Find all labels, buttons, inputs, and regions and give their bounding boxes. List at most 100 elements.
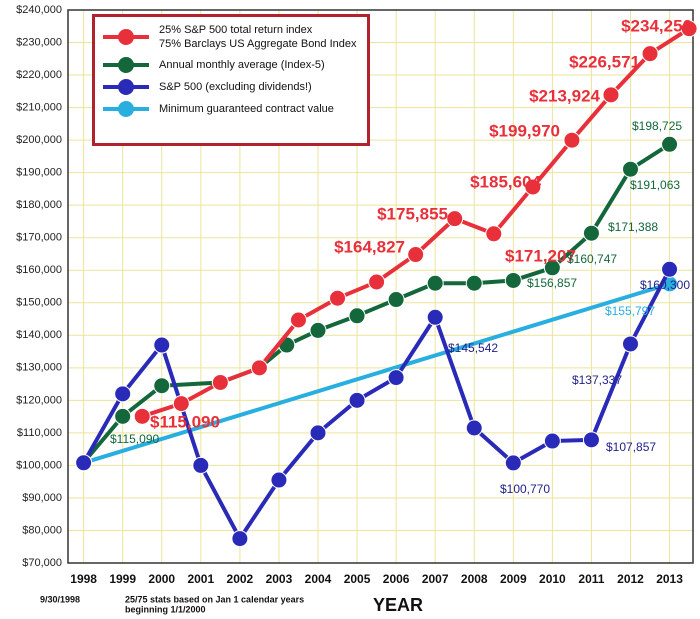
data-point [563,131,581,149]
data-point [270,471,288,489]
data-label: $164,827 [334,237,405,256]
data-point [622,160,639,178]
legend-symbol [103,101,149,117]
data-point [192,456,210,474]
y-tick-label: $120,000 [16,394,62,406]
data-label: $137,337 [572,373,622,387]
x-tick-label: 2011 [578,572,604,586]
x-tick-label: 2008 [461,572,488,586]
data-label: $175,855 [377,204,448,223]
data-point [485,225,503,243]
data-label: $171,207 [505,246,576,265]
x-tick-label: 2006 [383,572,410,586]
annotation: beginning 1/1/2000 [125,604,206,614]
data-label: $115,090 [150,412,220,431]
data-point [680,20,698,38]
data-point [153,377,171,395]
legend-label: Annual monthly average (Index-5) [159,59,325,71]
legend-entry: 25% S&P 500 total return index 75% Barcl… [103,23,359,51]
x-tick-label: 1998 [70,572,97,586]
data-label: $198,725 [632,119,682,133]
data-point [172,395,190,413]
x-tick-label: 2012 [617,572,644,586]
y-tick-label: $220,000 [16,69,62,81]
data-point [407,246,425,264]
data-point [250,359,268,377]
annotation: 25/75 stats based on Jan 1 calendar year… [125,594,304,604]
data-point [329,289,347,307]
data-point [309,424,327,442]
y-tick-label: $70,000 [22,557,62,569]
y-tick-label: $140,000 [16,329,62,341]
data-label: $100,770 [500,482,550,496]
x-tick-label: 2010 [539,572,566,586]
x-tick-label: 1999 [109,572,136,586]
data-point [543,259,561,277]
data-point [426,308,444,326]
data-point [231,530,249,548]
data-point [387,291,405,309]
y-tick-label: $230,000 [16,36,62,48]
data-point [641,45,659,63]
x-axis-label: YEAR [373,595,423,615]
data-point [211,373,229,391]
y-tick-label: $130,000 [16,362,62,374]
y-tick-label: $180,000 [16,199,62,211]
data-point [661,260,679,278]
data-point [465,274,483,292]
y-tick-label: $100,000 [16,459,62,471]
x-tick-label: 2009 [500,572,527,586]
y-tick-label: $150,000 [16,297,62,309]
data-label: $160,747 [567,252,617,266]
data-label: $191,063 [630,178,680,192]
x-tick-label: 2002 [227,572,254,586]
data-point [446,210,464,228]
plot-border [67,9,694,564]
y-tick-label: $160,000 [16,264,62,276]
x-tick-label: 2003 [266,572,293,586]
data-point [309,321,327,339]
data-label: $160,300 [640,278,690,292]
y-tick-label: $190,000 [16,167,62,179]
data-point [348,391,366,409]
data-point [504,271,522,289]
data-label: $199,970 [489,121,560,140]
data-point [465,419,483,437]
series-line [83,281,671,465]
data-point [368,273,386,291]
y-tick-label: $170,000 [16,232,62,244]
data-point [114,407,132,425]
legend-label: 25% S&P 500 total return index 75% Barcl… [159,24,357,50]
data-point [661,135,679,153]
data-point [348,307,366,325]
x-tick-label: 2013 [656,572,683,586]
data-point [114,385,132,403]
data-label: $185,604 [470,172,541,191]
legend-symbol [103,79,149,95]
data-point [289,311,307,329]
legend-label: S&P 500 (excluding dividends!) [159,81,312,93]
data-label: $156,857 [527,276,577,290]
data-label: $155,797 [605,304,655,318]
legend-entry: Annual monthly average (Index-5) [103,57,359,73]
data-point [387,369,405,387]
data-point [582,224,600,242]
y-tick-label: $240,000 [16,4,62,16]
data-point [133,407,151,425]
y-tick-label: $200,000 [16,134,62,146]
data-point [622,335,639,353]
legend-entry: Minimum guaranteed contract value [103,101,359,117]
data-point [602,86,620,104]
data-point [524,178,542,196]
annotation: 9/30/1998 [40,594,80,604]
x-tick-label: 2004 [305,572,332,586]
data-point [582,431,600,449]
x-tick-label: 2007 [422,572,449,586]
y-tick-label: $110,000 [17,427,62,439]
data-point [543,432,561,450]
data-label: $115,090 [110,432,159,446]
y-tick-label: $210,000 [16,101,62,113]
legend: 25% S&P 500 total return index 75% Barcl… [92,14,370,146]
